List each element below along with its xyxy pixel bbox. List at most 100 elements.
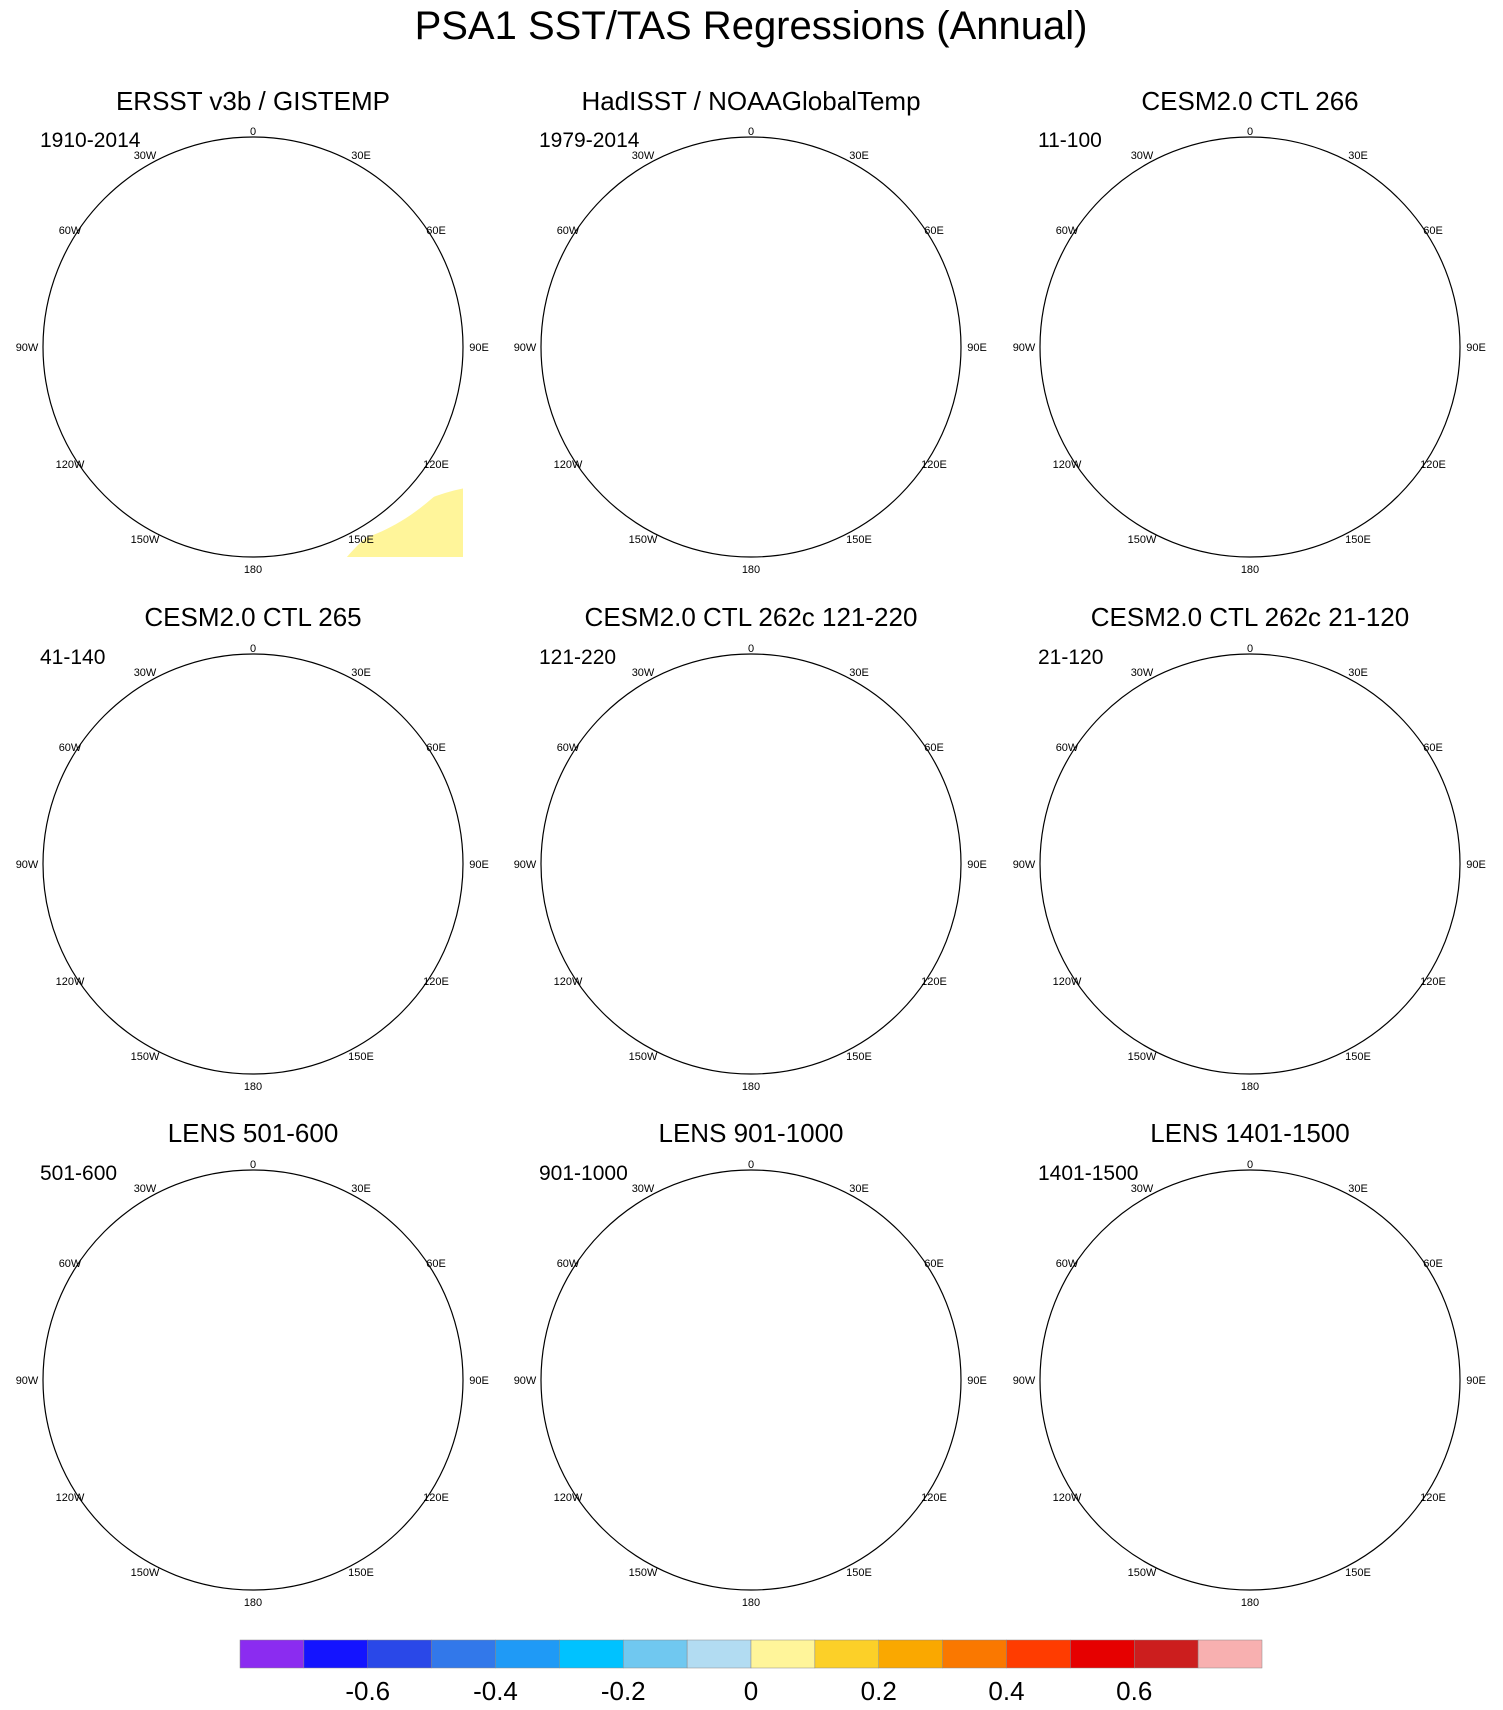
- negative-anomaly: [1146, 872, 1218, 939]
- longitude-label: 150W: [1128, 1051, 1157, 1063]
- longitude-label: 0: [250, 126, 256, 138]
- field-background: [43, 654, 463, 1074]
- land: [128, 1170, 463, 1556]
- positive-anomaly: [1168, 739, 1226, 800]
- figure-title: PSA1 SST/TAS Regressions (Annual): [415, 4, 1088, 48]
- africa-coastline: [1298, 1174, 1378, 1223]
- longitude-label: 90W: [514, 342, 537, 354]
- longitude-label: 150E: [846, 1051, 872, 1063]
- longitude-label: 30W: [134, 150, 157, 162]
- africa-coastline: [799, 1174, 879, 1223]
- colorbar-swatch: [1070, 1639, 1135, 1669]
- longitude-label: 120E: [921, 976, 947, 988]
- panel-period: 41-140: [40, 646, 105, 669]
- map-panel: CESM2.0 CTL 265 41-140 0 30E 60E 90E 120E 150E 1…: [16, 602, 489, 1093]
- field-background: [541, 654, 961, 1074]
- colorbar-swatch: [686, 1639, 752, 1669]
- longitude-label: 30W: [1131, 150, 1154, 162]
- longitude-label: 0: [1247, 643, 1253, 655]
- longitude-label: 180: [742, 1081, 760, 1093]
- positive-anomaly: [1040, 904, 1460, 1074]
- longitude-label: 60E: [1423, 742, 1443, 754]
- regression-field: [1040, 654, 1460, 1074]
- regression-field: [43, 1170, 463, 1590]
- field-background: [1040, 654, 1460, 1074]
- longitude-label: 0: [1247, 126, 1253, 138]
- colorbar-swatch: [1134, 1639, 1199, 1669]
- longitude-label: 30E: [849, 1183, 869, 1195]
- regression-field: [148, 193, 464, 557]
- field-background: [1040, 1170, 1460, 1590]
- panel-title: HadISST / NOAAGlobalTemp: [581, 86, 920, 116]
- panel-title: LENS 1401-1500: [1150, 1118, 1349, 1148]
- longitude-label: 30W: [632, 1183, 655, 1195]
- peninsula-coastline: [651, 1294, 711, 1372]
- colorbar-swatch: [1197, 1639, 1263, 1669]
- colorbar-swatch: [1006, 1639, 1071, 1669]
- panel-period: 121-220: [539, 646, 616, 669]
- positive-anomaly: [171, 222, 229, 283]
- longitude-label: 90W: [1013, 342, 1036, 354]
- longitude-label: 150W: [131, 1051, 160, 1063]
- nz-coastline: [749, 451, 777, 507]
- africa-coastline: [799, 141, 879, 190]
- map-border: [42, 136, 464, 558]
- negative-anomaly: [149, 1388, 221, 1455]
- negative-anomaly: [1040, 804, 1100, 924]
- nz-coastline: [1248, 1484, 1276, 1540]
- positive-anomaly: [870, 694, 924, 964]
- longitude-label: 120W: [56, 976, 85, 988]
- panel-period: 1910-2014: [40, 129, 141, 152]
- positive-anomaly: [1168, 1255, 1226, 1316]
- negative-anomaly: [390, 1280, 446, 1400]
- longitude-label: 150W: [629, 1567, 658, 1579]
- map-panel: LENS 901-1000 901-1000 0 30E 60E 90E 120E 150E 1…: [514, 1118, 987, 1609]
- longitude-label: 90W: [1013, 1375, 1036, 1387]
- longitude-label: 120E: [1420, 459, 1446, 471]
- positive-anomaly: [551, 924, 799, 1074]
- negative-anomaly: [43, 1320, 103, 1440]
- longitude-label: 150E: [846, 534, 872, 546]
- negative-anomaly: [1040, 287, 1100, 407]
- colorbar-swatch: [623, 1639, 688, 1669]
- colorbar-tick-label: 0: [744, 1676, 758, 1706]
- positive-anomaly: [541, 387, 961, 557]
- colorbar-tick-label: -0.6: [345, 1676, 390, 1706]
- longitude-label: 180: [1241, 1081, 1259, 1093]
- longitude-label: 60E: [924, 1258, 944, 1270]
- nz-coastline: [251, 451, 279, 507]
- longitude-label: 120W: [1053, 459, 1082, 471]
- land: [626, 137, 961, 523]
- longitude-label: 120W: [554, 459, 583, 471]
- longitude-label: 60E: [924, 225, 944, 237]
- nz-coastline: [1248, 451, 1276, 507]
- positive-anomaly: [551, 407, 799, 557]
- longitude-label: 60W: [557, 1258, 580, 1270]
- map-border: [1039, 1169, 1461, 1591]
- longitude-label: 150W: [629, 1051, 658, 1063]
- longitude-label: 30E: [351, 667, 371, 679]
- longitude-label: 0: [250, 1159, 256, 1171]
- positive-anomaly: [1040, 387, 1460, 557]
- positive-anomaly: [296, 484, 463, 557]
- positive-anomaly: [53, 1440, 301, 1590]
- longitude-label: 30W: [632, 150, 655, 162]
- longitude-label: 180: [742, 1597, 760, 1609]
- map-panel: CESM2.0 CTL 266 11-100 0 30E 60E 90E 120E 150E 1…: [1013, 86, 1486, 576]
- africa-coastline: [301, 658, 381, 707]
- longitude-label: 120W: [56, 1492, 85, 1504]
- positive-anomaly: [1050, 1440, 1298, 1590]
- positive-anomaly: [541, 904, 961, 1074]
- positive-anomaly: [148, 193, 341, 399]
- nz-coastline: [749, 968, 777, 1024]
- panel-title: ERSST v3b / GISTEMP: [116, 86, 390, 116]
- colorbar-swatch: [495, 1639, 560, 1669]
- positive-anomaly: [1040, 1420, 1460, 1590]
- longitude-label: 60W: [59, 1258, 82, 1270]
- negative-anomaly: [1040, 1320, 1100, 1440]
- longitude-label: 90E: [1466, 1375, 1486, 1387]
- longitude-label: 120E: [423, 976, 449, 988]
- positive-anomaly: [171, 1255, 229, 1316]
- colorbar-swatch: [878, 1639, 943, 1669]
